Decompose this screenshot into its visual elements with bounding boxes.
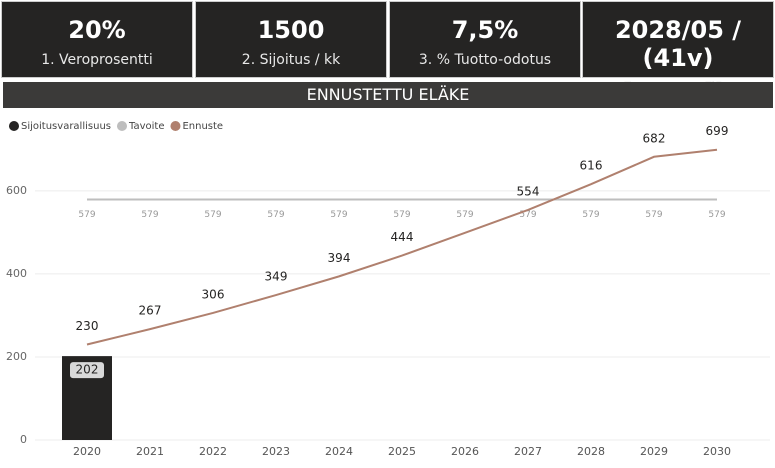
data-label: 579 — [141, 210, 158, 220]
data-label: 579 — [330, 210, 347, 220]
x-tick-label: 2023 — [262, 445, 290, 458]
data-label-box — [70, 362, 104, 379]
data-label: 554 — [517, 184, 540, 198]
data-label: 579 — [393, 210, 410, 220]
legend-label: Ennuste — [182, 121, 223, 132]
data-label: 202 — [76, 363, 99, 377]
x-tick-label: 2021 — [136, 445, 164, 458]
legend-marker — [117, 121, 127, 131]
data-label: 579 — [708, 210, 725, 220]
kpi-card: 1500 2. Sijoitus / kk — [195, 1, 387, 78]
y-tick-label: 200 — [6, 350, 27, 363]
x-tick-label: 2025 — [388, 445, 416, 458]
x-tick-label: 2024 — [325, 445, 353, 458]
data-label: 579 — [519, 210, 536, 220]
kpi-card: 20% 1. Veroprosentti — [1, 1, 193, 78]
data-label: 579 — [204, 210, 221, 220]
x-tick-label: 2020 — [73, 445, 101, 458]
data-label: 579 — [645, 210, 662, 220]
data-label: 579 — [582, 210, 599, 220]
kpi-value: 1500 — [257, 16, 325, 44]
data-label: 579 — [456, 210, 473, 220]
y-tick-label: 0 — [20, 433, 27, 446]
kpi-label: 3. % Tuotto-odotus — [418, 52, 552, 68]
data-label: 699 — [706, 124, 729, 138]
legend-marker — [170, 121, 181, 131]
line — [86, 148, 718, 346]
data-label: 579 — [267, 210, 284, 220]
x-tick-label: 2027 — [514, 445, 542, 458]
y-tick-label: 600 — [6, 184, 27, 197]
x-tick-label: 2026 — [451, 445, 479, 458]
x-tick-label: 2028 — [577, 445, 605, 458]
kpi-value: 20% — [68, 16, 126, 44]
kpi-value: 2028/05 / (41v) — [614, 16, 742, 72]
data-label: 306 — [202, 287, 225, 301]
legend-label: Sijoitusvarallisuus — [21, 121, 111, 132]
y-tick-label: 400 — [6, 267, 27, 280]
kpi-card: 7,5% 3. % Tuotto-odotus — [389, 1, 581, 78]
data-label: 267 — [139, 304, 162, 318]
x-tick-label: 2022 — [199, 445, 227, 458]
legend-label: Tavoite — [128, 121, 164, 132]
kpi-label: 2. Sijoitus / kk — [241, 52, 341, 68]
x-tick-label: 2029 — [640, 445, 668, 458]
kpi-cards: 20% 1. Veroprosentti 1500 2. Sijoitus / kk 7… — [0, 0, 775, 96]
data-label: 394 — [328, 251, 351, 265]
data-label: 579 — [78, 210, 95, 220]
x-tick-label: 2030 — [703, 445, 731, 458]
legend-marker — [9, 121, 19, 131]
data-label: 616 — [580, 159, 603, 173]
data-label: 444 — [391, 230, 414, 244]
chart-title: ENNUSTETTU ELÄKE — [3, 82, 773, 108]
data-label: 230 — [76, 319, 99, 333]
data-label: 682 — [643, 131, 666, 145]
data-label: 349 — [265, 270, 288, 284]
kpi-label: 1. Veroprosentti — [41, 52, 153, 68]
kpi-value: 7,5% — [451, 16, 519, 44]
